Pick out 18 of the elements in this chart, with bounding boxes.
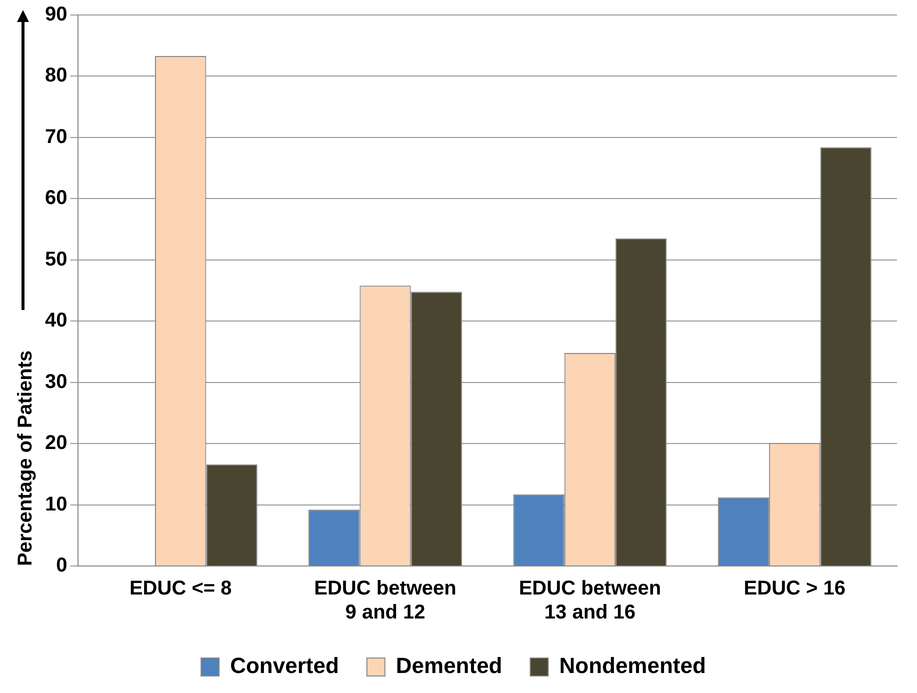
y-tick-label: 60 — [44, 187, 68, 210]
x-tick-label: EDUC > 16 — [744, 578, 846, 600]
y-tick-label: 50 — [44, 248, 68, 270]
x-tick-label: EDUC <= 8 — [129, 578, 232, 600]
y-tick-label: 0 — [56, 554, 68, 577]
legend-label: Demented — [396, 653, 502, 678]
x-tick-label: EDUC between 9 and 12 — [314, 578, 456, 624]
y-tick-label: 30 — [44, 370, 68, 393]
y-tick-label: 80 — [44, 64, 68, 87]
legend-label: Converted — [230, 653, 339, 678]
legend-label: Nondemented — [559, 653, 706, 678]
y-tick-label: 40 — [44, 310, 68, 332]
y-tick-label: 90 — [44, 4, 68, 26]
y-tick-label: 20 — [44, 432, 68, 454]
y-axis-title: Percentage of Patients — [14, 350, 37, 566]
x-tick-label: EDUC between 13 and 16 — [518, 578, 662, 624]
y-tick-label: 10 — [44, 493, 68, 516]
y-tick-label: 70 — [44, 126, 68, 148]
